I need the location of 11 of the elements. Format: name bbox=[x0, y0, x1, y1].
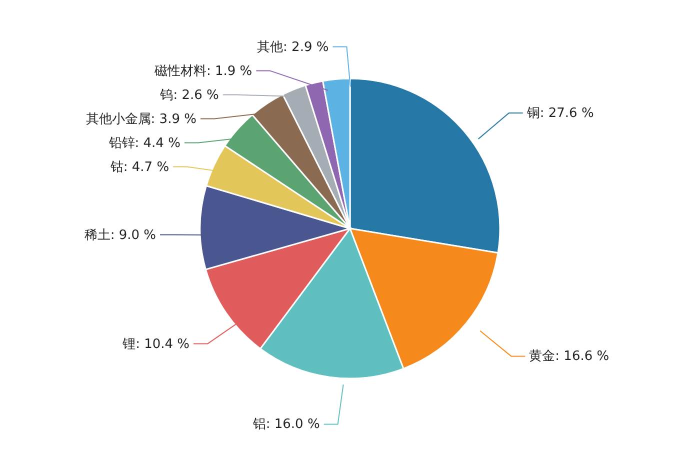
slice-label: 稀土: 9.0 % bbox=[84, 228, 156, 243]
slice-label: 其他小金属: 3.9 % bbox=[86, 112, 196, 127]
slice-label: 钨: 2.6 % bbox=[159, 88, 219, 103]
slice-label: 铅锌: 4.4 % bbox=[108, 136, 180, 151]
slice-label: 铝: 16.0 % bbox=[252, 417, 320, 432]
slice-label: 黄金: 16.6 % bbox=[529, 349, 610, 364]
slice-label: 铜: 27.6 % bbox=[526, 106, 594, 122]
slice-label: 其他: 2.9 % bbox=[257, 40, 329, 55]
slice-label: 锂: 10.4 % bbox=[122, 336, 190, 352]
slice-label: 磁性材料: 1.9 % bbox=[153, 64, 252, 79]
slice-label: 钴: 4.7 % bbox=[109, 160, 170, 175]
